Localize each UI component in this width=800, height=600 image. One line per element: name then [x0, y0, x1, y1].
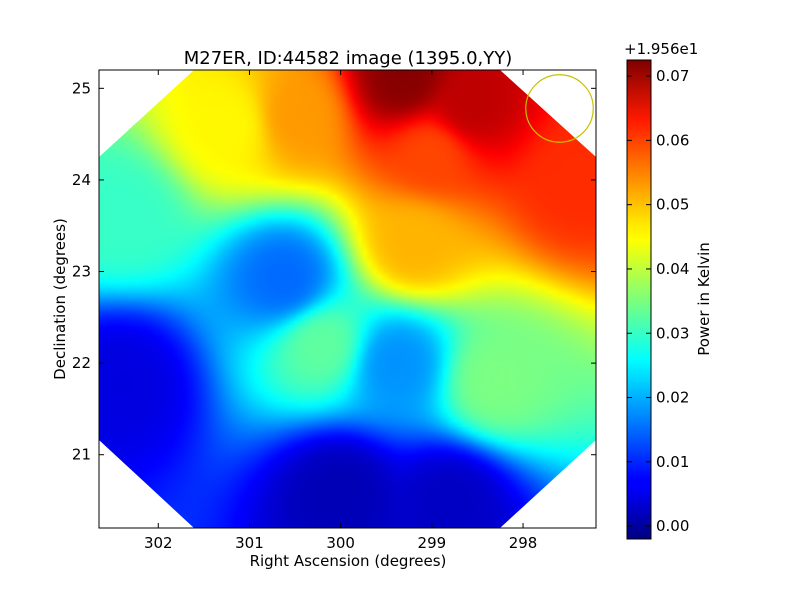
- colorbar-tick-label: 0.02: [656, 389, 689, 407]
- colorbar-tick-label: 0.06: [656, 131, 689, 149]
- colorbar-tick-label: 0.07: [656, 67, 689, 85]
- colorbar-tick-label: 0.05: [656, 196, 689, 214]
- x-tick-label: 300: [326, 534, 355, 552]
- x-tick-label: 299: [418, 534, 447, 552]
- y-tick-label: 21: [72, 446, 91, 464]
- colorbar-tick-label: 0.04: [656, 260, 689, 278]
- colorbar-tick-label: 0.03: [656, 324, 689, 342]
- y-tick-label: 23: [72, 263, 91, 281]
- beam-circle: [525, 74, 594, 143]
- colorbar-label: Power in Kelvin: [695, 242, 713, 356]
- x-axis-label: Right Ascension (degrees): [250, 552, 447, 570]
- colorbar: [626, 59, 652, 540]
- y-tick-label: 24: [72, 171, 91, 189]
- x-tick-label: 298: [509, 534, 538, 552]
- x-tick-label: 301: [235, 534, 264, 552]
- colorbar-tick-label: 0.01: [656, 453, 689, 471]
- heatmap-image: [99, 70, 596, 528]
- x-tick-label: 302: [144, 534, 173, 552]
- chart-title: M27ER, ID:44582 image (1395.0,YY): [184, 48, 513, 69]
- y-tick-label: 25: [72, 79, 91, 97]
- y-axis-label: Declination (degrees): [51, 218, 69, 380]
- colorbar-tick-label: 0.00: [656, 517, 689, 535]
- y-tick-label: 22: [72, 354, 91, 372]
- plot-frame: [98, 69, 597, 529]
- colorbar-offset-label: +1.956e1: [624, 40, 698, 58]
